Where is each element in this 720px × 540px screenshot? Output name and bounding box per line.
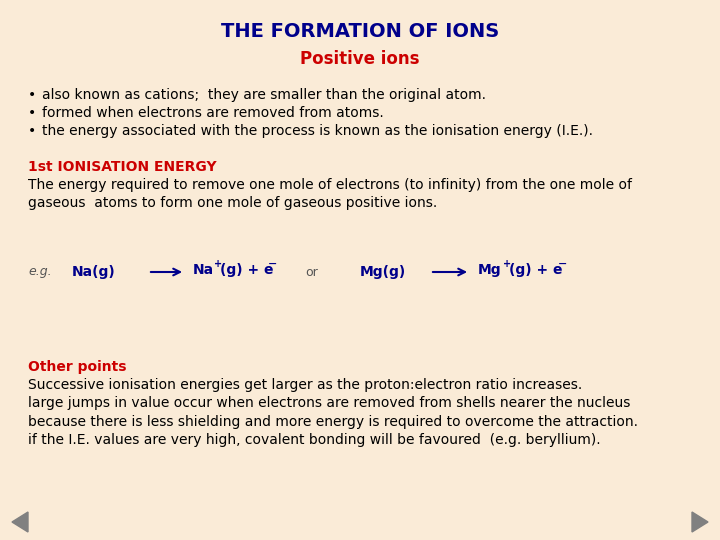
Text: or: or bbox=[305, 266, 318, 279]
Text: Na(g): Na(g) bbox=[72, 265, 116, 279]
Text: Mg: Mg bbox=[478, 263, 502, 277]
Text: 1st IONISATION ENERGY: 1st IONISATION ENERGY bbox=[28, 160, 217, 174]
Text: +: + bbox=[503, 259, 511, 269]
Polygon shape bbox=[12, 512, 28, 532]
Text: Na: Na bbox=[193, 263, 214, 277]
Text: Mg(g): Mg(g) bbox=[360, 265, 406, 279]
Text: THE FORMATION OF IONS: THE FORMATION OF IONS bbox=[221, 22, 499, 41]
Text: the energy associated with the process is known as the ionisation energy (I.E.).: the energy associated with the process i… bbox=[42, 124, 593, 138]
Text: Other points: Other points bbox=[28, 360, 127, 374]
Text: +: + bbox=[214, 259, 222, 269]
Text: e.g.: e.g. bbox=[28, 266, 52, 279]
Text: −: − bbox=[558, 259, 567, 269]
Text: also known as cations;  they are smaller than the original atom.: also known as cations; they are smaller … bbox=[42, 88, 486, 102]
Text: The energy required to remove one mole of electrons (to infinity) from the one m: The energy required to remove one mole o… bbox=[28, 178, 632, 211]
Text: −: − bbox=[268, 259, 277, 269]
Text: Positive ions: Positive ions bbox=[300, 50, 420, 68]
Text: Successive ionisation energies get larger as the proton:electron ratio increases: Successive ionisation energies get large… bbox=[28, 378, 638, 447]
Polygon shape bbox=[692, 512, 708, 532]
Text: (g) + e: (g) + e bbox=[509, 263, 562, 277]
Text: formed when electrons are removed from atoms.: formed when electrons are removed from a… bbox=[42, 106, 384, 120]
Text: •: • bbox=[28, 106, 36, 120]
Text: •: • bbox=[28, 124, 36, 138]
Text: (g) + e: (g) + e bbox=[220, 263, 274, 277]
Text: •: • bbox=[28, 88, 36, 102]
